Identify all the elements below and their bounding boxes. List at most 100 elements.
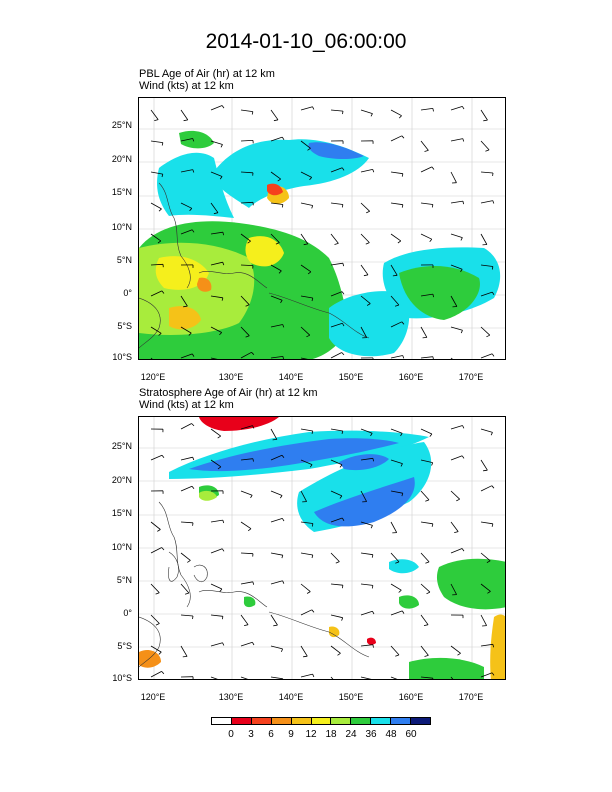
wind-barb-icon [450, 490, 460, 500]
wind-barb-icon [450, 295, 458, 307]
wind-barb-flag [252, 581, 255, 585]
colorbar [211, 717, 431, 725]
wind-barb-icon [360, 676, 372, 679]
p2-lat-label: 5°N [116, 575, 132, 585]
colorbar-label: 24 [345, 729, 357, 740]
wind-barb-flag [278, 270, 282, 274]
wind-barb-flag [342, 585, 344, 589]
wind-barb-icon [300, 583, 311, 592]
wind-barb-flag [252, 425, 255, 429]
p1-lon-label: 170°E [458, 372, 484, 382]
wind-barb-flag [425, 499, 430, 502]
wind-barb-flag [182, 656, 188, 658]
wind-barb-flag [282, 356, 284, 359]
wind-barb-icon [300, 202, 313, 206]
wind-barb-icon [450, 357, 453, 359]
wind-barb-icon [480, 109, 488, 121]
wind-barb-icon [180, 138, 193, 142]
wind-barb-flag [161, 142, 164, 146]
p1-lon-label: 120°E [140, 372, 166, 382]
wind-barb-flag [311, 205, 314, 209]
p1-lat-label: 5°N [116, 255, 132, 265]
map-title: 2014-01-10_06:00:00 [205, 30, 407, 53]
wind-barb-flag [222, 262, 225, 266]
colorbar-label: 6 [268, 729, 274, 740]
wind-barb-icon [390, 202, 403, 206]
wind-barb-icon [240, 490, 253, 496]
wind-barb-icon [390, 135, 402, 142]
wind-barb-icon [360, 264, 369, 276]
wind-barb-flag [401, 610, 405, 614]
p1-lat-label: 20°N [111, 154, 132, 164]
wind-barb-flag [429, 238, 433, 242]
wind-barb-flag [303, 655, 308, 658]
p2-lon-label: 160°E [398, 692, 424, 702]
wind-barb-icon [360, 109, 373, 114]
wind-barb-flag [312, 106, 315, 110]
wind-barb-flag [161, 173, 164, 178]
p1-lon-label: 140°E [278, 372, 304, 382]
wind-barb-flag [401, 204, 404, 208]
wind-barb-flag [307, 271, 312, 275]
p1-lat-label: 15°N [111, 187, 132, 197]
wind-barb-icon [420, 202, 433, 205]
wind-barb-flag [311, 554, 314, 559]
wind-barb-icon [480, 140, 490, 151]
wind-barb-flag [184, 592, 190, 595]
wind-barb-icon [210, 614, 223, 617]
wind-barb-flag [221, 105, 225, 109]
wind-barb-flag [311, 430, 314, 435]
wind-barb-flag [492, 644, 494, 648]
wind-barb-icon [150, 171, 163, 175]
wind-barb-flag [342, 323, 345, 327]
wind-barb-icon [480, 583, 491, 592]
wind-barb-icon [330, 202, 343, 205]
wind-barb-flag [400, 432, 403, 437]
wind-barb-icon [180, 614, 194, 617]
wind-barb-icon [390, 428, 403, 434]
wind-barb-icon [270, 454, 283, 461]
wind-barb-flag [252, 458, 254, 462]
panel1-variable-label: PBL Age of Air (hr) at 12 km [139, 68, 275, 80]
wind-barb-flag [222, 232, 224, 236]
p2-lat-label: 10°S [112, 673, 132, 683]
wind-barb-flag [192, 457, 195, 461]
wind-barb-flag [337, 652, 341, 656]
coastlines [139, 182, 370, 349]
colorbar-swatch [410, 718, 430, 724]
wind-barb-flag [281, 204, 284, 208]
wind-barb-flag [400, 463, 403, 467]
wind-barb-icon [420, 521, 433, 525]
wind-barb-flag [277, 178, 281, 182]
wind-barb-flag [491, 485, 495, 489]
p1-lat-label: 10°N [111, 222, 132, 232]
wind-barb-icon [330, 167, 343, 173]
wind-barb-icon [240, 109, 253, 112]
wind-barb-flag [457, 652, 461, 656]
wind-barb-icon [180, 423, 192, 430]
wind-barb-icon [180, 326, 192, 334]
wind-barb-flag [431, 166, 435, 170]
p2-lat-label: 10°N [111, 542, 132, 552]
wind-barb-flag [491, 266, 494, 270]
wind-barb-flag [431, 523, 434, 527]
wind-barb-icon [390, 676, 398, 679]
wind-barb-icon [180, 583, 190, 594]
wind-barb-flag [280, 299, 283, 304]
wind-barb-flag [462, 425, 465, 429]
wind-barb-icon [480, 264, 493, 267]
wind-barb-flag [431, 204, 434, 208]
wind-barb-icon [480, 614, 487, 626]
wind-barb-flag [372, 644, 374, 648]
wind-barb-icon [150, 614, 160, 624]
wind-barb-flag [432, 294, 434, 298]
wind-barb-icon [360, 490, 367, 502]
wind-barb-flag [275, 242, 280, 245]
wind-barb-icon [270, 295, 283, 301]
wind-barb-flag [483, 469, 488, 472]
wind-barb-flag [341, 617, 344, 621]
wind-barb-flag [491, 523, 494, 527]
wind-barb-icon [390, 645, 400, 656]
wind-barb-icon [450, 548, 463, 554]
p1-lon-label: 160°E [398, 372, 424, 382]
